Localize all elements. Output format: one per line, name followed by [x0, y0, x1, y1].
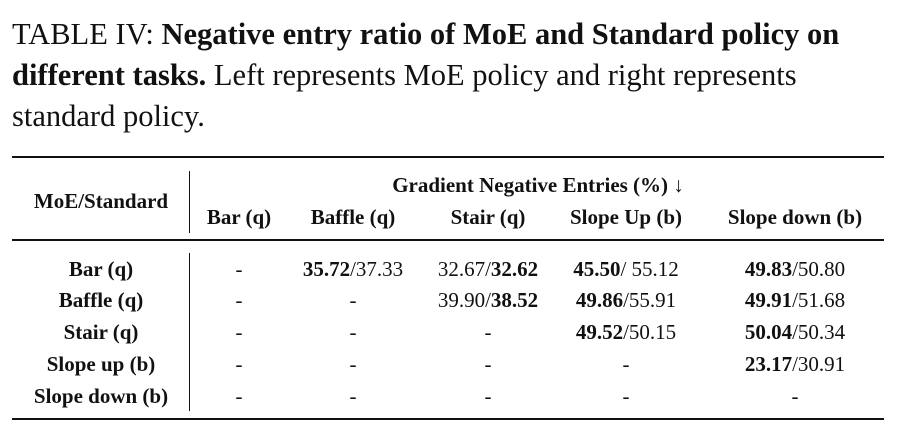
value-separator: / [792, 257, 798, 281]
standard-value: 50.15 [628, 320, 677, 344]
moe-value: 49.91 [744, 288, 793, 312]
table-cell: - [349, 288, 357, 312]
row-label: Slope down (b) [33, 384, 169, 408]
table-cell: 49.83/50.80 [745, 257, 845, 281]
table-cell: - [484, 352, 492, 376]
table-cell: - [484, 320, 492, 344]
table-cell: - [235, 352, 243, 376]
table-cell: - [235, 288, 243, 312]
moe-value: 49.83 [744, 257, 793, 281]
value-separator: / [485, 257, 491, 281]
standard-value: 51.68 [797, 288, 846, 312]
row-label: Baffle (q) [58, 288, 144, 312]
table-cell: - [484, 384, 492, 408]
column-header: Slope down (b) [727, 205, 863, 229]
corner-header: MoE/Standard [33, 189, 169, 213]
table-cell: 35.72/37.33 [303, 257, 403, 281]
table-cell: 49.52/50.15 [576, 320, 676, 344]
caption-title: Negative entry ratio of MoE and Standard… [12, 17, 840, 92]
table-cell: 49.91/51.68 [745, 288, 845, 312]
table-cell: 50.04/50.34 [745, 320, 845, 344]
value-separator: / [792, 288, 798, 312]
standard-value: 50.34 [797, 320, 846, 344]
row-label: Stair (q) [63, 320, 139, 344]
caption-description: Left represents MoE policy and right rep… [12, 58, 797, 133]
value-separator: / [792, 320, 798, 344]
value-separator: / [623, 320, 629, 344]
value-separator: / [485, 288, 491, 312]
body-column-divider [189, 253, 191, 411]
standard-value: 55.12 [631, 257, 679, 281]
table-cell: 39.90/38.52 [438, 288, 538, 312]
table-top-rule [12, 156, 884, 158]
value-separator: / [350, 257, 356, 281]
moe-value: 49.52 [575, 320, 624, 344]
standard-value: 38.52 [490, 288, 539, 312]
standard-value: 37.33 [355, 257, 404, 281]
standard-value: 32.62 [490, 257, 539, 281]
standard-value: 55.91 [628, 288, 677, 312]
table-cell: - [349, 320, 357, 344]
table-cell: - [235, 257, 243, 281]
table-caption: TABLE IV: Negative entry ratio of MoE an… [12, 14, 888, 137]
table-cell: - [791, 384, 799, 408]
table-cell: 45.50/ 55.12 [573, 257, 679, 281]
table-cell: - [235, 320, 243, 344]
column-header: Baffle (q) [310, 205, 396, 229]
column-header: Slope Up (b) [569, 205, 683, 229]
moe-value: 50.04 [744, 320, 793, 344]
table-cell: - [235, 384, 243, 408]
table-cell: - [349, 352, 357, 376]
row-label: Bar (q) [68, 257, 134, 281]
table-header-rule [12, 239, 884, 241]
column-header: Bar (q) [206, 205, 272, 229]
table-cell: - [349, 384, 357, 408]
group-header: Gradient Negative Entries (%) ↓ [392, 173, 684, 197]
moe-value: 49.86 [575, 288, 624, 312]
row-label: Slope up (b) [46, 352, 156, 376]
standard-value: 50.80 [797, 257, 846, 281]
table-cell: 23.17/30.91 [745, 352, 845, 376]
value-separator: / [623, 288, 629, 312]
table-cell: 49.86/55.91 [576, 288, 676, 312]
moe-value: 32.67 [437, 257, 486, 281]
table-bottom-rule [12, 418, 884, 420]
moe-value: 35.72 [302, 257, 351, 281]
header-column-divider [189, 171, 191, 233]
value-separator: / [620, 257, 632, 281]
standard-value: 30.91 [797, 352, 846, 376]
moe-value: 23.17 [744, 352, 793, 376]
table-cell: 32.67/32.62 [438, 257, 538, 281]
value-separator: / [792, 352, 798, 376]
caption-label: TABLE IV: [12, 17, 154, 51]
moe-value: 39.90 [437, 288, 486, 312]
table-cell: - [622, 384, 630, 408]
moe-value: 45.50 [573, 257, 621, 281]
table-cell: - [622, 352, 630, 376]
column-header: Stair (q) [450, 205, 526, 229]
